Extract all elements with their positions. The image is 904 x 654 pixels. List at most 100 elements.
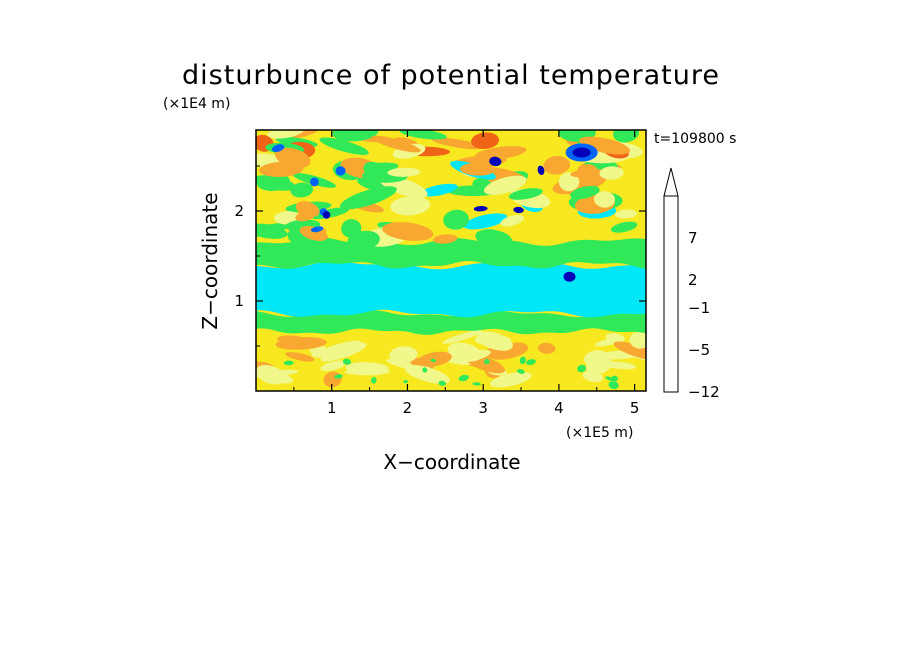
contour-plot-area [255, 129, 647, 392]
lower-green-speck [605, 376, 614, 381]
upper-patch [341, 219, 362, 238]
upper-patch [290, 182, 314, 198]
lower-patch [320, 360, 347, 372]
upper-patch [382, 222, 434, 241]
lower-green-speck [472, 382, 482, 386]
lower-patch [389, 346, 418, 364]
upper-patch [256, 173, 291, 191]
contour-fill [256, 130, 646, 390]
x-tick-label: 1 [327, 399, 337, 417]
x-axis-label: X−coordinate [383, 450, 520, 474]
top-patch [474, 146, 527, 160]
x-axis: 1 2 3 4 5 [293, 130, 640, 417]
top-patch [371, 135, 421, 153]
lower-green-speck [484, 358, 490, 365]
top-patch [387, 167, 421, 177]
lower-patch [315, 340, 361, 358]
lower-green-speck [525, 359, 536, 366]
lower-patch [629, 331, 646, 349]
lower-green-speck [516, 369, 525, 374]
lower-patch [452, 349, 491, 363]
top-patch [613, 130, 640, 143]
top-patch [399, 130, 447, 140]
cold-core [489, 156, 502, 167]
y-unit-label: (×1E4 m) [163, 96, 230, 112]
cold-cell-mid [563, 271, 576, 282]
colorbar: 7 2 −1 −5 −12 [663, 167, 720, 401]
upper-patch [420, 183, 458, 197]
top-patch [471, 132, 500, 149]
lower-green-speck [422, 367, 428, 373]
lower-green-speck [371, 377, 377, 384]
lower-green-speck [283, 360, 294, 366]
cold-core [310, 226, 324, 233]
lower-patch [613, 341, 646, 360]
upper-patch [463, 213, 508, 230]
lower-green-speck [519, 356, 526, 365]
lower-patch [344, 368, 390, 376]
lower-green-speck [438, 380, 446, 386]
lower-patch [605, 333, 625, 343]
top-patch [332, 130, 379, 142]
colorbar-label: −12 [688, 383, 720, 401]
upper-patch [390, 196, 431, 216]
top-patch [431, 137, 484, 150]
upper-patch [443, 209, 469, 230]
upper-patch [432, 234, 458, 244]
lower-patch [417, 351, 452, 367]
cold-core [537, 165, 545, 176]
upper-patch [570, 185, 600, 200]
upper-patch [339, 186, 397, 210]
top-patch [275, 147, 311, 169]
top-patch [579, 136, 630, 155]
plot-frame [255, 129, 647, 392]
upper-patch [483, 175, 527, 195]
cold-core [310, 177, 319, 187]
lower-patch [404, 364, 450, 384]
cyan-band [256, 261, 646, 318]
lower-green-speck [577, 364, 587, 373]
y-tick-label: 2 [234, 202, 244, 220]
upper-patch [610, 221, 638, 233]
cold-core [271, 144, 285, 153]
upper-patch [615, 209, 637, 219]
colorbar-label: −1 [688, 299, 710, 317]
y-axis-label: Z−coordinate [198, 192, 222, 329]
lower-patch [474, 334, 511, 346]
lower-green-speck [342, 358, 352, 365]
lower-patch [582, 370, 604, 383]
lower-green-speck [430, 358, 436, 363]
x-tick-label: 3 [478, 399, 488, 417]
upper-patch [295, 201, 320, 218]
lower-green-speck [608, 381, 619, 390]
cold-core [335, 166, 346, 176]
y-tick-label: 1 [234, 292, 244, 310]
x-unit-label: (×1E5 m) [566, 425, 633, 441]
upper-patch [475, 229, 513, 248]
lower-patch [256, 364, 286, 385]
cold-core [322, 211, 331, 219]
lower-patch [602, 361, 637, 370]
cold-core [513, 206, 524, 214]
x-tick-label: 4 [554, 399, 564, 417]
time-label: t=109800 s [654, 131, 736, 147]
lower-green-speck [334, 374, 343, 379]
lower-green-speck [403, 379, 408, 384]
lower-green-speck [458, 374, 469, 382]
cold-cell-core [572, 147, 591, 158]
chart-title: disturbunce of potential temperature [182, 60, 720, 91]
colorbar-label: 7 [688, 229, 698, 247]
x-tick-label: 5 [630, 399, 640, 417]
colorbar-label: 2 [688, 271, 698, 289]
upper-patch [558, 172, 580, 192]
upper-patch [459, 162, 496, 176]
colorbar-frame [663, 195, 679, 393]
lower-green-speck [611, 375, 619, 382]
lower-patch [537, 342, 556, 354]
upper-patch [256, 222, 291, 238]
top-patch [543, 155, 571, 175]
top-patch [577, 164, 598, 176]
top-patch [363, 161, 384, 178]
top-patch [319, 137, 369, 155]
lower-patch [285, 352, 315, 362]
